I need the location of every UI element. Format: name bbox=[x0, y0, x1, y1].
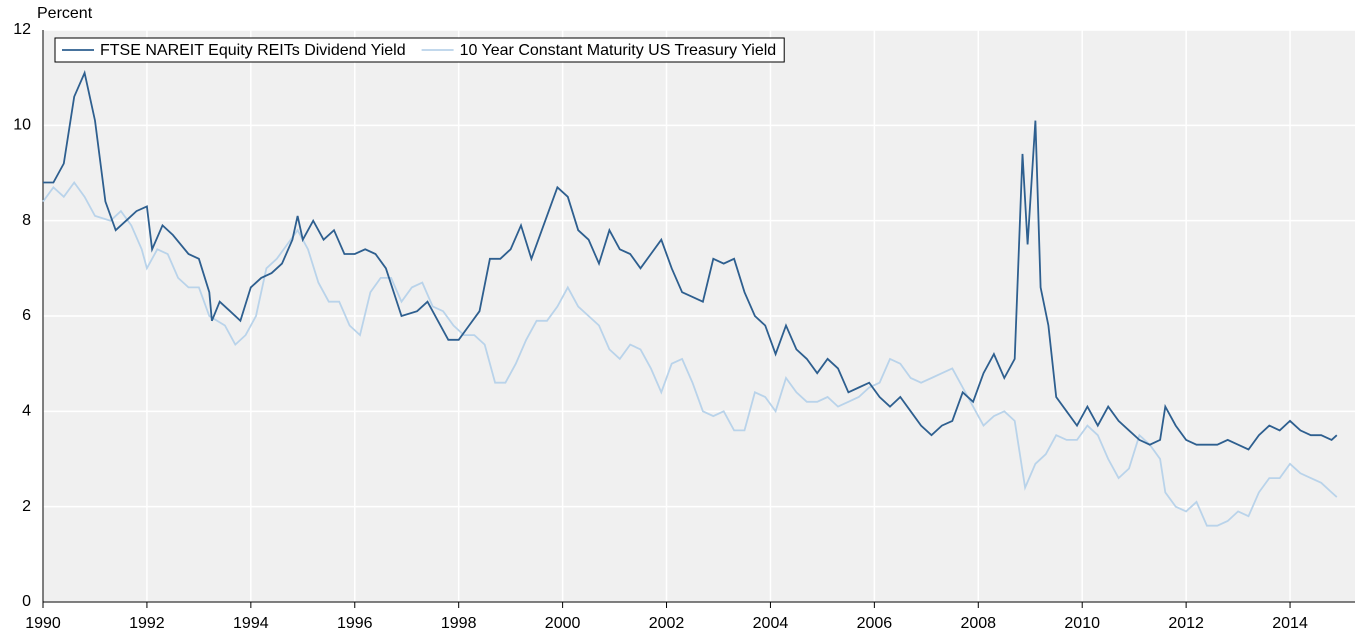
x-tick-label: 2000 bbox=[545, 615, 581, 632]
x-tick-label: 1994 bbox=[233, 615, 269, 632]
x-tick-label: 1992 bbox=[129, 615, 165, 632]
y-tick-label: 10 bbox=[13, 117, 31, 134]
x-tick-label: 2010 bbox=[1064, 615, 1100, 632]
y-tick-label: 2 bbox=[22, 498, 31, 515]
y-tick-label: 12 bbox=[13, 21, 31, 38]
legend-box bbox=[54, 37, 785, 63]
x-tick-label: 1996 bbox=[337, 615, 373, 632]
series-line bbox=[43, 69, 1338, 451]
x-tick-label: 2014 bbox=[1272, 615, 1308, 632]
x-tick-label: 1998 bbox=[441, 615, 477, 632]
chart-title: Percent bbox=[37, 5, 93, 22]
x-tick-label: 2006 bbox=[857, 615, 893, 632]
legend-label: 10 Year Constant Maturity US Treasury Yi… bbox=[460, 42, 777, 59]
y-tick-label: 0 bbox=[22, 593, 31, 610]
x-tick-label: 1990 bbox=[25, 615, 61, 632]
x-tick-label: 2012 bbox=[1168, 615, 1204, 632]
y-tick-label: 6 bbox=[22, 307, 31, 324]
legend-label: FTSE NAREIT Equity REITs Dividend Yield bbox=[100, 42, 406, 59]
y-tick-label: 4 bbox=[22, 403, 31, 420]
x-tick-label: 2002 bbox=[649, 615, 685, 632]
x-tick-label: 2004 bbox=[753, 615, 789, 632]
y-tick-label: 8 bbox=[22, 212, 31, 229]
legend: FTSE NAREIT Equity REITs Dividend Yield 1… bbox=[54, 37, 785, 63]
x-tick-label: 2008 bbox=[960, 615, 996, 632]
